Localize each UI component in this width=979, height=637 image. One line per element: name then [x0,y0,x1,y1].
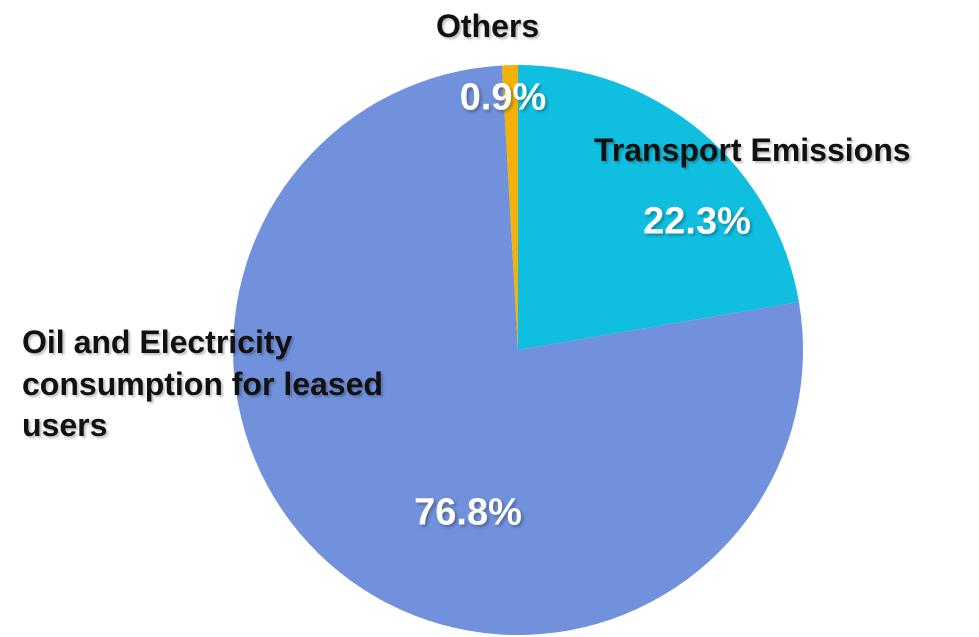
slice-name: Oil and Electricity consumption for leas… [22,324,383,444]
slice-name: Others [436,8,540,44]
slice-name: Transport Emissions [594,132,911,168]
pie-slice [233,65,804,635]
pie-slice [501,65,518,350]
value-label: 22.3% [643,200,751,243]
pie-slice [518,65,799,350]
value-label: 76.8% [414,491,522,534]
value-label: 0.9% [459,76,547,119]
